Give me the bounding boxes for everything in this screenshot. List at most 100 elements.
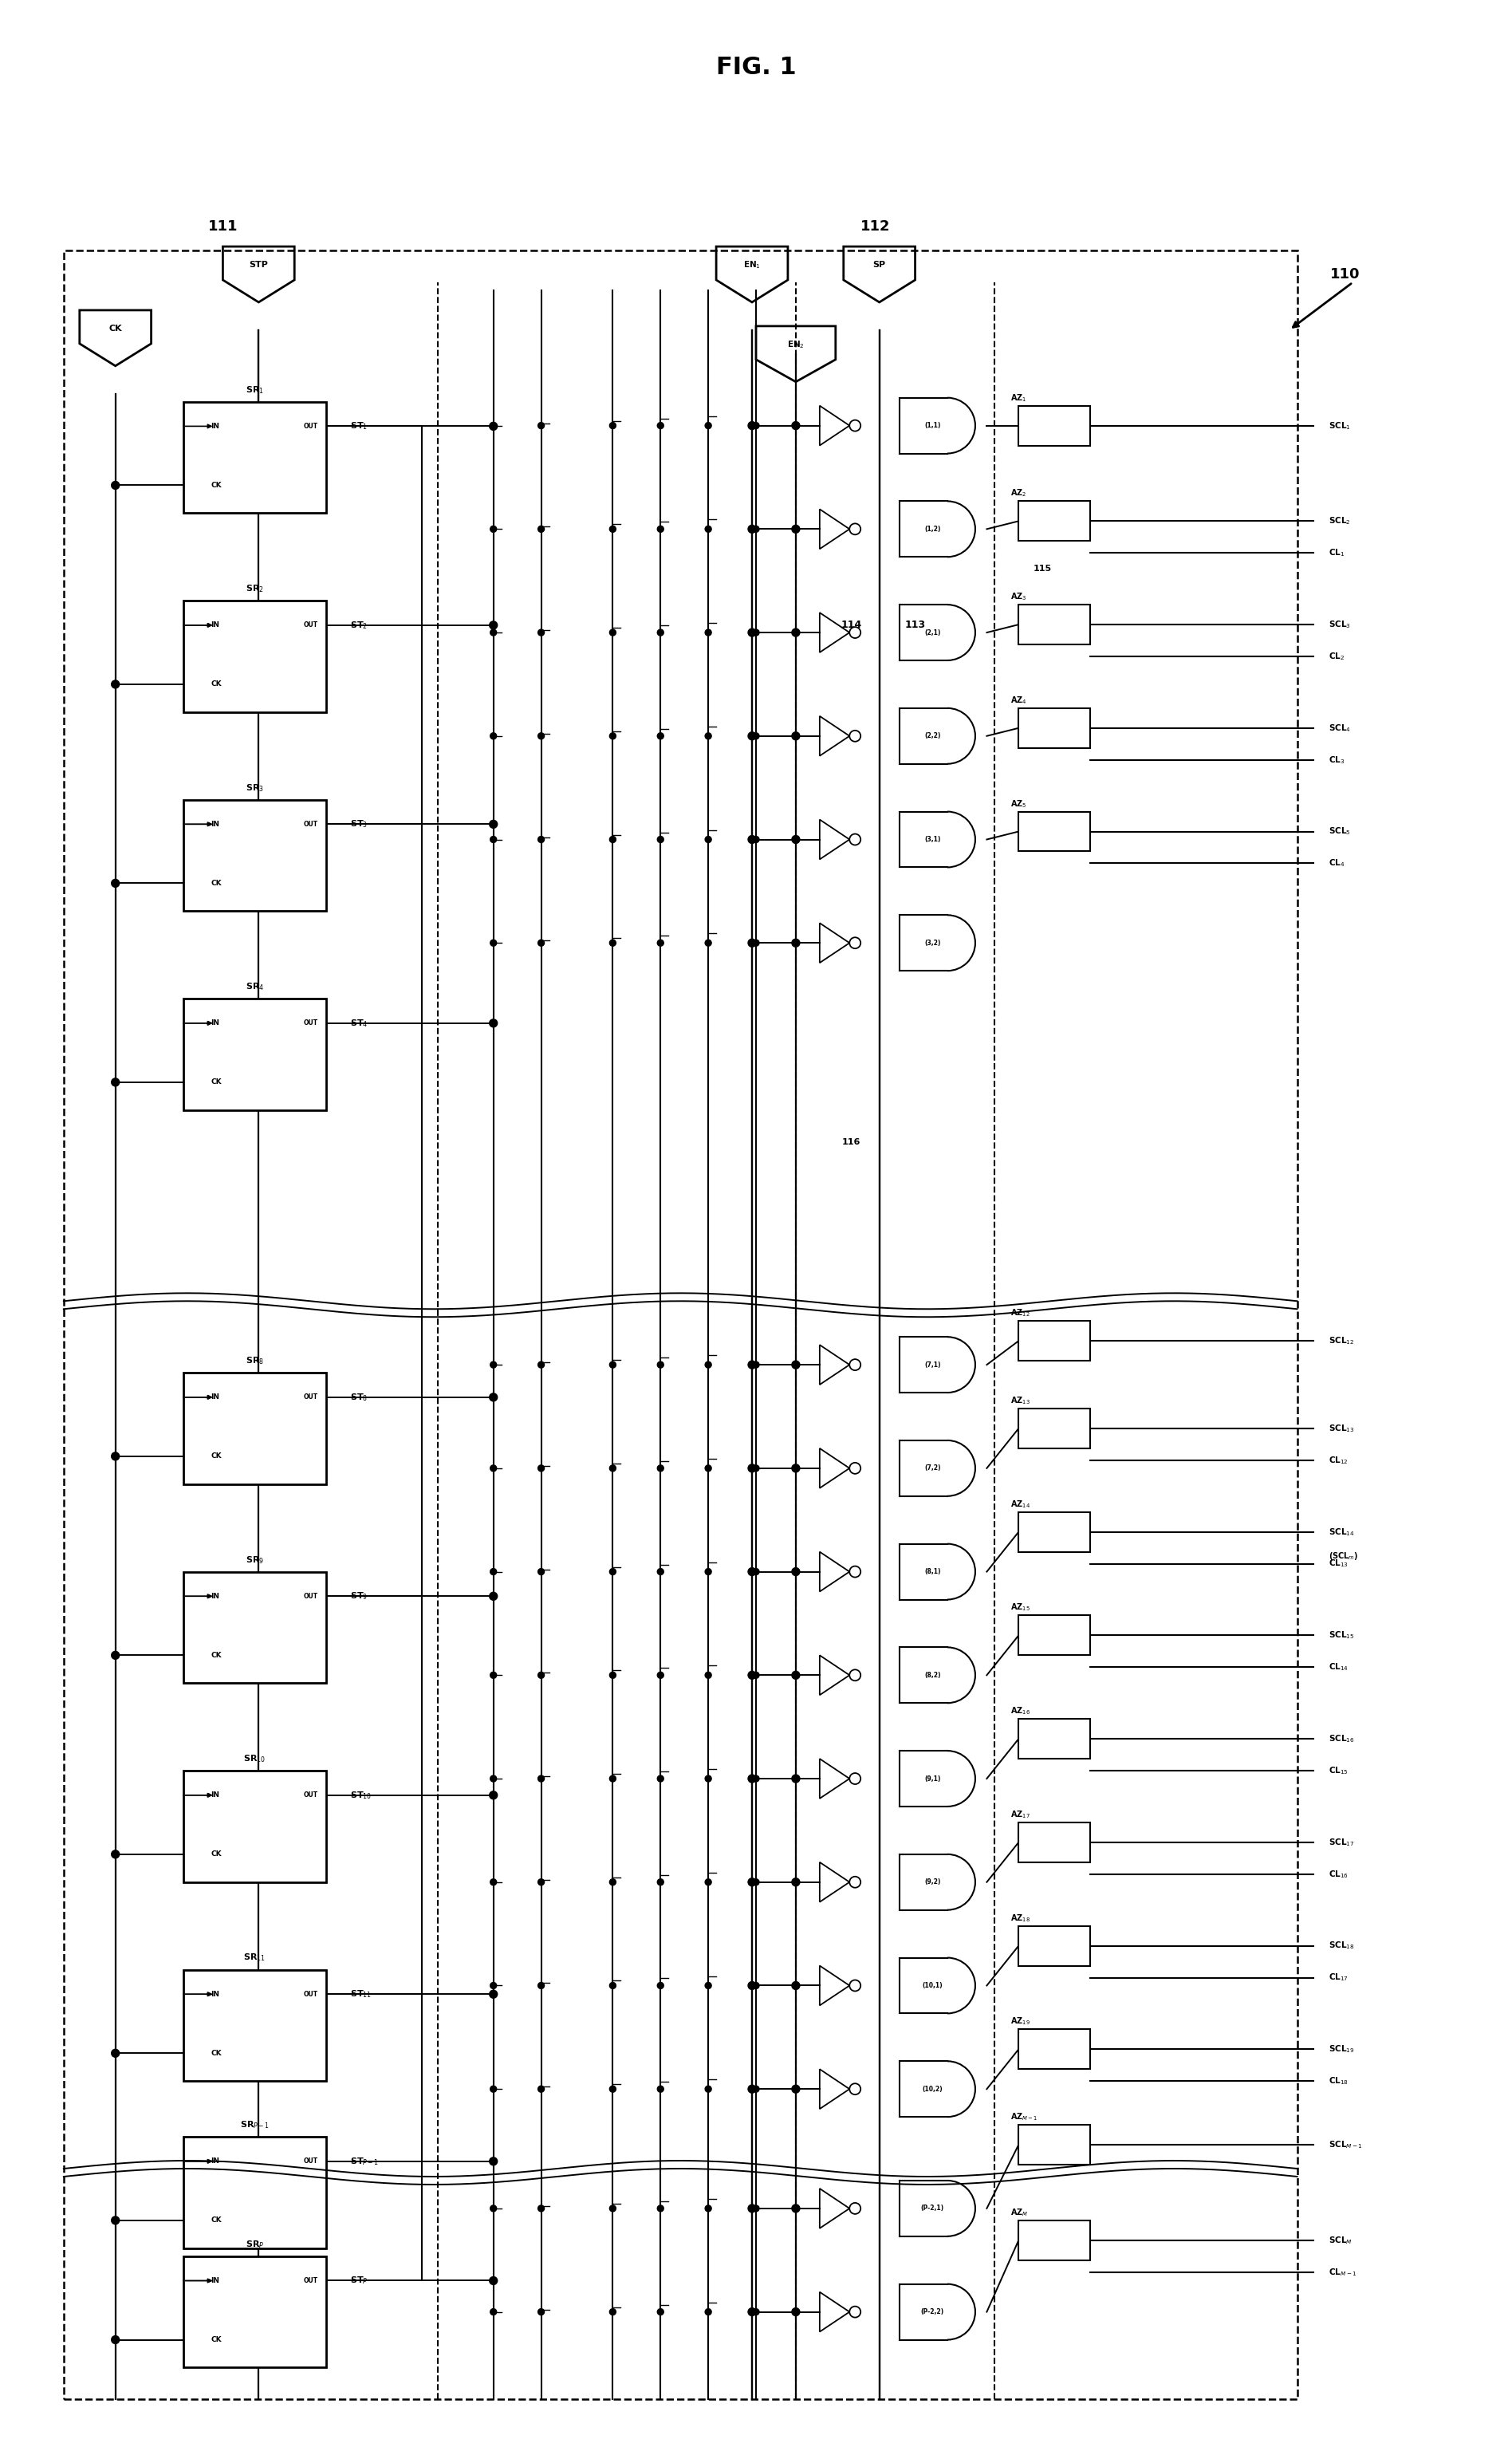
Circle shape bbox=[609, 1361, 615, 1368]
Text: IN: IN bbox=[210, 1791, 219, 1798]
Circle shape bbox=[792, 2084, 800, 2094]
Bar bbox=[1019, 1925, 1090, 1967]
Text: 111: 111 bbox=[207, 220, 237, 235]
Circle shape bbox=[609, 1466, 615, 1471]
Circle shape bbox=[705, 525, 712, 533]
Circle shape bbox=[658, 733, 664, 740]
Circle shape bbox=[609, 1879, 615, 1886]
Text: ST$_2$: ST$_2$ bbox=[351, 621, 367, 630]
Circle shape bbox=[792, 1981, 800, 1989]
Circle shape bbox=[705, 1879, 712, 1886]
Circle shape bbox=[538, 525, 544, 533]
Circle shape bbox=[658, 836, 664, 843]
Circle shape bbox=[538, 836, 544, 843]
Text: SR$_4$: SR$_4$ bbox=[245, 982, 265, 992]
Text: SP: SP bbox=[872, 261, 886, 269]
Text: 114: 114 bbox=[841, 621, 862, 630]
Bar bbox=[1019, 501, 1090, 540]
Circle shape bbox=[490, 2277, 497, 2284]
Circle shape bbox=[748, 423, 756, 430]
Circle shape bbox=[705, 1671, 712, 1678]
Circle shape bbox=[538, 1776, 544, 1781]
Circle shape bbox=[658, 1776, 664, 1781]
Circle shape bbox=[850, 420, 860, 430]
Circle shape bbox=[792, 1671, 800, 1678]
Text: CK: CK bbox=[109, 325, 122, 332]
Circle shape bbox=[538, 1466, 544, 1471]
Text: (9,1): (9,1) bbox=[924, 1776, 940, 1783]
Text: (3,2): (3,2) bbox=[924, 941, 940, 945]
Circle shape bbox=[792, 938, 800, 948]
Circle shape bbox=[705, 423, 712, 430]
Text: SCL$_1$: SCL$_1$ bbox=[1329, 420, 1352, 430]
Circle shape bbox=[609, 941, 615, 945]
Text: IN: IN bbox=[210, 423, 219, 430]
Circle shape bbox=[792, 525, 800, 533]
Bar bbox=[1019, 1322, 1090, 1361]
Circle shape bbox=[490, 1361, 496, 1368]
Text: IN: IN bbox=[210, 1393, 219, 1400]
Text: CK: CK bbox=[210, 1651, 222, 1659]
Text: CL$_{14}$: CL$_{14}$ bbox=[1329, 1661, 1349, 1673]
Text: (8,1): (8,1) bbox=[924, 1568, 940, 1576]
Text: 115: 115 bbox=[1033, 564, 1052, 572]
Circle shape bbox=[609, 1671, 615, 1678]
Text: IN: IN bbox=[210, 1593, 219, 1600]
Circle shape bbox=[753, 2206, 759, 2211]
Text: OUT: OUT bbox=[304, 1791, 319, 1798]
Bar bbox=[183, 999, 327, 1109]
Circle shape bbox=[658, 1671, 664, 1678]
Circle shape bbox=[850, 1463, 860, 1473]
Circle shape bbox=[112, 481, 119, 489]
Circle shape bbox=[753, 630, 759, 635]
Text: IN: IN bbox=[210, 1991, 219, 1998]
Bar bbox=[1019, 406, 1090, 445]
Text: SR$_8$: SR$_8$ bbox=[245, 1356, 263, 1366]
Text: CK: CK bbox=[210, 1080, 222, 1085]
Circle shape bbox=[112, 1077, 119, 1087]
Circle shape bbox=[112, 1849, 119, 1859]
Text: SCL$_5$: SCL$_5$ bbox=[1329, 826, 1352, 838]
Circle shape bbox=[748, 525, 756, 533]
Bar bbox=[183, 1571, 327, 1683]
Text: (SCL$_m$): (SCL$_m$) bbox=[1329, 1551, 1359, 1561]
Circle shape bbox=[658, 525, 664, 533]
Text: AZ$_{16}$: AZ$_{16}$ bbox=[1010, 1705, 1031, 1717]
Circle shape bbox=[490, 630, 496, 635]
Bar bbox=[183, 1969, 327, 2081]
Circle shape bbox=[705, 1981, 712, 1989]
Circle shape bbox=[753, 525, 759, 533]
Circle shape bbox=[112, 2336, 119, 2343]
Text: CL$_3$: CL$_3$ bbox=[1329, 755, 1346, 765]
Text: CL$_{18}$: CL$_{18}$ bbox=[1329, 2077, 1349, 2086]
Circle shape bbox=[748, 1981, 756, 1989]
Circle shape bbox=[792, 2309, 800, 2316]
Text: OUT: OUT bbox=[304, 423, 319, 430]
Circle shape bbox=[658, 1466, 664, 1471]
Text: 113: 113 bbox=[904, 621, 925, 630]
Circle shape bbox=[705, 2206, 712, 2211]
Text: CK: CK bbox=[210, 1852, 222, 1857]
Text: CL$_{17}$: CL$_{17}$ bbox=[1329, 1972, 1349, 1984]
Circle shape bbox=[748, 1671, 756, 1678]
Circle shape bbox=[490, 2086, 496, 2091]
Circle shape bbox=[792, 1568, 800, 1576]
Circle shape bbox=[850, 628, 860, 638]
Bar bbox=[1019, 708, 1090, 748]
Text: IN: IN bbox=[210, 621, 219, 628]
Text: SR$_P$: SR$_P$ bbox=[245, 2238, 265, 2250]
Text: AZ$_2$: AZ$_2$ bbox=[1010, 489, 1027, 498]
Text: OUT: OUT bbox=[304, 1991, 319, 1998]
Text: (1,2): (1,2) bbox=[924, 525, 940, 533]
Text: SCL$_2$: SCL$_2$ bbox=[1329, 515, 1352, 528]
Bar bbox=[1019, 1512, 1090, 1551]
Circle shape bbox=[850, 938, 860, 948]
Circle shape bbox=[792, 1774, 800, 1783]
Circle shape bbox=[658, 630, 664, 635]
Circle shape bbox=[753, 1466, 759, 1471]
Text: OUT: OUT bbox=[304, 1393, 319, 1400]
Circle shape bbox=[705, 630, 712, 635]
Circle shape bbox=[753, 941, 759, 945]
Bar bbox=[183, 601, 327, 711]
Text: AZ$_{14}$: AZ$_{14}$ bbox=[1010, 1498, 1031, 1510]
